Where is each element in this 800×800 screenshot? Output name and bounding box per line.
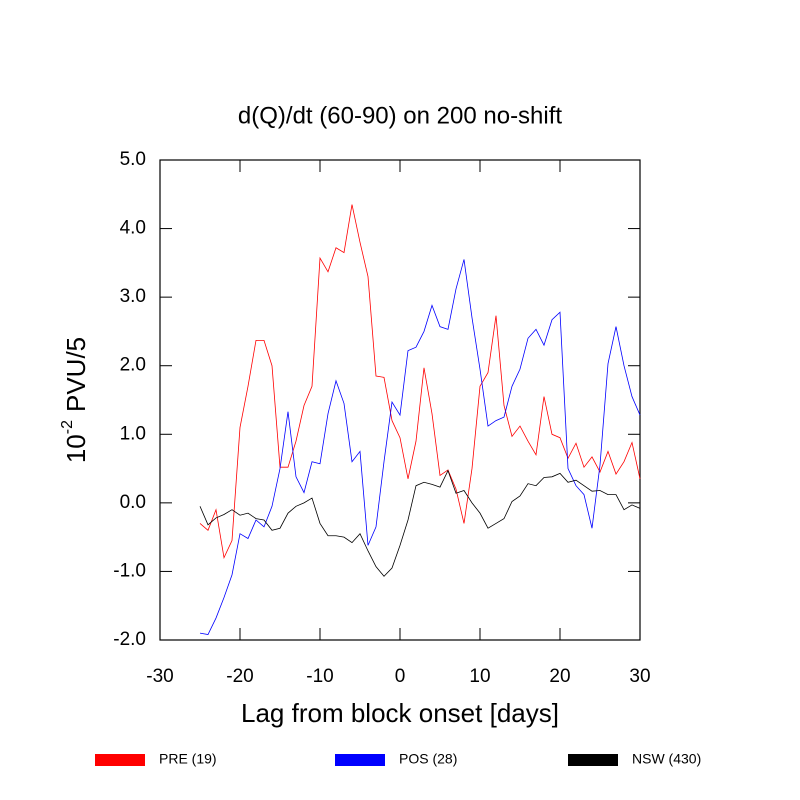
x-tick-label: 20 bbox=[549, 666, 570, 687]
y-label-unit: PVU/5 bbox=[61, 337, 91, 412]
x-tick-label: 10 bbox=[469, 666, 490, 687]
plot-frame bbox=[159, 159, 641, 641]
y-tick-label: 4.0 bbox=[120, 218, 146, 239]
x-tick-label: -30 bbox=[146, 666, 173, 687]
legend-label: PRE (19) bbox=[159, 751, 217, 767]
legend-swatch bbox=[335, 754, 385, 766]
y-tick-label: 1.0 bbox=[120, 423, 146, 444]
data-line bbox=[199, 204, 641, 560]
x-axis-label: Lag from block onset [days] bbox=[241, 698, 559, 728]
x-tick-label: 0 bbox=[395, 666, 406, 687]
y-axis-label: 10-2 PVU/5 bbox=[59, 337, 91, 463]
y-tick-label: 0.0 bbox=[120, 492, 146, 513]
legend-swatch bbox=[568, 754, 618, 766]
y-tick-label: -1.0 bbox=[113, 560, 146, 581]
y-tick-label: 5.0 bbox=[120, 149, 146, 170]
y-tick-label: 3.0 bbox=[120, 286, 146, 307]
x-tick-label: 30 bbox=[629, 666, 650, 687]
y-label-exponent: -2 bbox=[59, 420, 76, 434]
x-tick-label: -20 bbox=[226, 666, 253, 687]
legend-label: NSW (430) bbox=[632, 751, 701, 767]
x-tick-label: -10 bbox=[306, 666, 333, 687]
legend-swatch bbox=[95, 754, 145, 766]
y-tick-label: -2.0 bbox=[113, 629, 146, 650]
data-line bbox=[199, 259, 641, 635]
y-label-base: 10 bbox=[61, 434, 91, 463]
y-tick-label: 2.0 bbox=[120, 355, 146, 376]
data-line bbox=[199, 469, 641, 577]
chart-title: d(Q)/dt (60-90) on 200 no-shift bbox=[238, 102, 562, 129]
legend-label: POS (28) bbox=[399, 751, 457, 767]
